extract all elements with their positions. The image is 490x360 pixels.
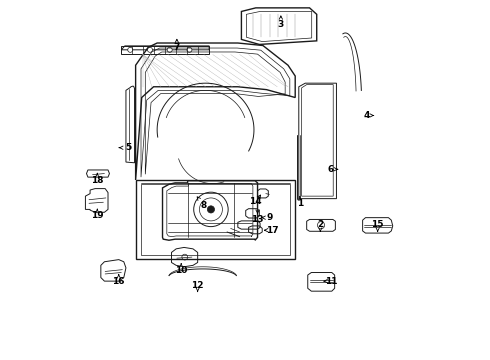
Text: 15: 15 xyxy=(371,220,384,229)
Text: 17: 17 xyxy=(266,226,278,235)
Text: 8: 8 xyxy=(200,201,207,210)
Text: 1: 1 xyxy=(297,199,303,208)
Circle shape xyxy=(187,47,192,52)
Text: 7: 7 xyxy=(173,43,180,52)
Circle shape xyxy=(147,47,152,52)
Text: 6: 6 xyxy=(328,165,334,174)
Text: 9: 9 xyxy=(266,213,272,222)
Text: 10: 10 xyxy=(175,266,187,275)
Circle shape xyxy=(128,47,133,52)
Circle shape xyxy=(167,47,172,52)
Text: 16: 16 xyxy=(113,276,125,285)
Text: 5: 5 xyxy=(125,143,132,152)
Text: 11: 11 xyxy=(325,276,337,285)
Text: 18: 18 xyxy=(91,176,103,185)
Text: 13: 13 xyxy=(251,215,264,224)
Text: 3: 3 xyxy=(278,19,284,28)
Circle shape xyxy=(207,206,215,213)
Text: 4: 4 xyxy=(364,111,370,120)
Text: 19: 19 xyxy=(91,211,103,220)
Text: 2: 2 xyxy=(317,220,323,229)
Text: 14: 14 xyxy=(249,197,262,206)
Text: 12: 12 xyxy=(192,280,204,289)
